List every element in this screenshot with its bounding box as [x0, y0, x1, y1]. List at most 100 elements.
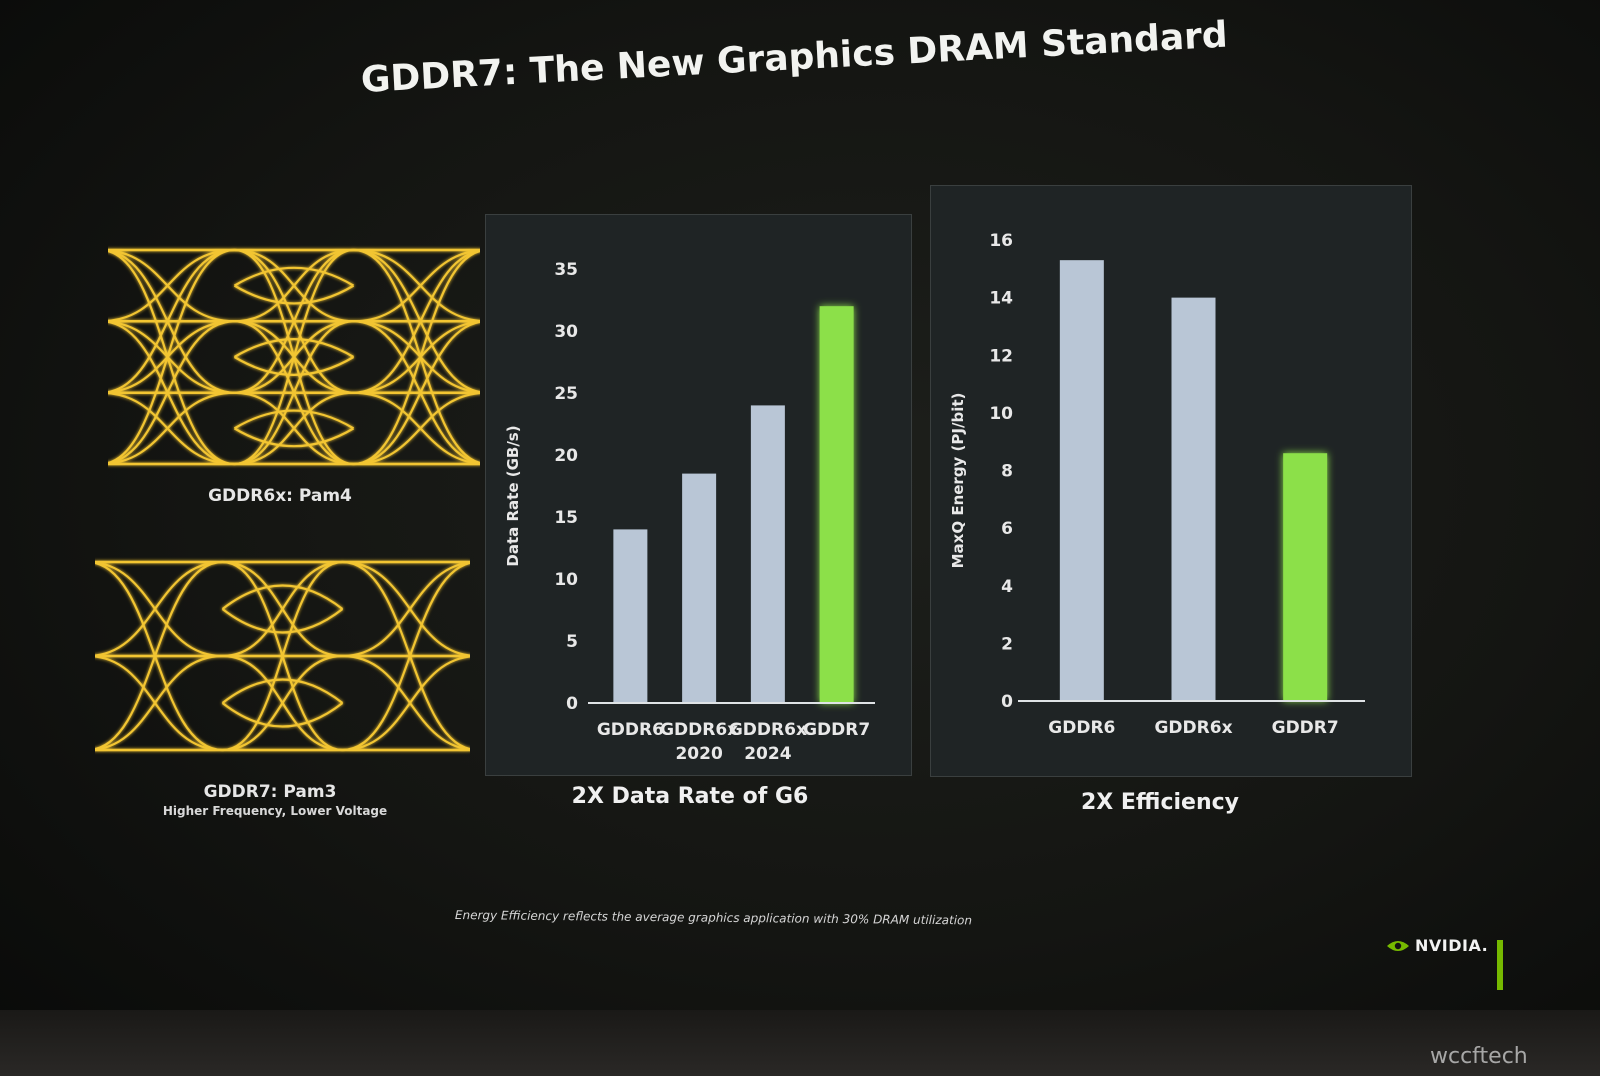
eye-transition: [100, 320, 235, 394]
eye-transition: [100, 320, 235, 394]
eye-transition: [100, 320, 235, 466]
eye-transition: [353, 248, 488, 323]
nvidia-eye-icon: [1387, 940, 1409, 951]
y-tick-label: 35: [554, 260, 578, 280]
x-tick-label: GDDR6: [1048, 718, 1115, 738]
bar-gddr6x-2024: [750, 405, 785, 703]
brand-text: NVIDIA.: [1415, 936, 1489, 955]
bar-gddr7: [819, 306, 854, 703]
floor: [0, 1010, 1600, 1076]
y-tick-label: 4: [1001, 577, 1013, 597]
eye-transition: [234, 248, 354, 394]
y-tick-label: 8: [1001, 462, 1013, 482]
y-axis-label: Data Rate (GB/s): [504, 425, 522, 566]
eye-transition: [100, 391, 235, 466]
pam3-label: GDDR7: Pam3: [203, 782, 337, 802]
x-tick-label: GDDR6: [597, 720, 664, 740]
y-tick-label: 0: [1001, 692, 1013, 712]
eye-transition: [353, 320, 488, 394]
y-tick-label: 15: [554, 508, 578, 528]
eye-transition: [87, 654, 223, 752]
footnote: Energy Efficiency reflects the average g…: [454, 908, 973, 928]
y-tick-label: 25: [554, 384, 578, 404]
eye-transition: [353, 248, 488, 394]
efficiency-chart: 0 2 4 6 8 10 12 14 16 MaxQ Energy (PJ/bit) GDDR6 GD…: [949, 231, 1365, 738]
eye-transition: [222, 654, 343, 752]
eye-transition: [342, 654, 478, 752]
x-tick-label: GDDR6x: [1154, 718, 1232, 738]
watermark: wccftech: [1430, 1044, 1528, 1069]
y-tick-label: 14: [989, 289, 1013, 309]
y-tick-label: 10: [554, 570, 578, 590]
eye-transition: [234, 248, 354, 466]
eye-transition: [342, 560, 478, 658]
x-tick-label: 2020: [675, 744, 722, 764]
eye-arc: [233, 266, 355, 287]
eye-transition: [87, 654, 223, 752]
data-rate-caption: 2X Data Rate of G6: [571, 784, 809, 809]
brand-accent-bar: [1497, 940, 1503, 990]
bar-gddr6x-2020: [682, 473, 717, 703]
y-tick-label: 10: [989, 404, 1013, 424]
y-tick-label: 30: [554, 322, 578, 342]
eye-arc: [221, 608, 344, 634]
y-tick-label: 5: [566, 632, 578, 652]
x-tick-label: GDDR7: [1272, 718, 1339, 738]
y-tick-label: 16: [989, 231, 1013, 251]
pam3-sublabel: Higher Frequency, Lower Voltage: [162, 804, 388, 818]
eye-transition: [353, 320, 488, 466]
eye-transition: [100, 391, 235, 466]
eye-transition: [342, 560, 478, 752]
x-tick-label: 2024: [744, 744, 791, 764]
eye-transition: [353, 320, 488, 394]
pam3-eye-diagram: [87, 556, 478, 756]
eye-transition: [222, 560, 343, 752]
y-axis-label: MaxQ Energy (PJ/bit): [949, 393, 967, 569]
eye-transition: [353, 391, 488, 466]
eye-arc: [233, 409, 355, 430]
y-tick-label: 6: [1001, 519, 1013, 539]
eye-transition: [353, 248, 488, 323]
slide-title: GDDR7: The New Graphics DRAM Standard: [360, 14, 1229, 101]
eye-arc: [233, 427, 355, 448]
eye-transition: [87, 560, 223, 752]
nvidia-logo: NVIDIA.: [1385, 936, 1488, 955]
efficiency-caption: 2X Efficiency: [1080, 790, 1240, 815]
eye-transition: [100, 248, 235, 323]
eye-transition: [87, 560, 223, 658]
bar-gddr7: [1283, 453, 1328, 701]
eye-transition: [342, 560, 478, 658]
eye-arc: [221, 702, 344, 728]
bar-gddr6: [1059, 260, 1104, 701]
pam4-eye-diagram: [100, 244, 488, 470]
x-tick-label: GDDR6x: [729, 720, 807, 740]
eye-arc: [233, 356, 355, 376]
eye-transition: [87, 560, 223, 658]
eye-arc: [221, 584, 344, 610]
bar-gddr6: [613, 529, 648, 703]
eye-transition: [234, 248, 354, 323]
y-tick-label: 2: [1001, 634, 1013, 654]
pam3-traces: [87, 560, 478, 752]
eye-arc: [233, 338, 355, 358]
y-tick-label: 0: [566, 694, 578, 714]
x-tick-label: GDDR6x: [660, 720, 738, 740]
eye-transition: [342, 654, 478, 752]
eye-transition: [222, 560, 343, 658]
data-rate-chart-panel: 0 5 10 15 20 25 30 35 Data Rate (GB/s) GDDR6 GDDR6…: [485, 214, 912, 776]
eye-arc: [233, 284, 355, 305]
eye-transition: [234, 320, 354, 466]
eye-arc: [221, 678, 344, 704]
eye-transition: [100, 248, 235, 466]
eye-transition: [234, 391, 354, 466]
pam4-traces: [100, 248, 488, 466]
x-tick-label: GDDR7: [803, 720, 870, 740]
eye-transition: [353, 391, 488, 466]
bar-gddr6x: [1171, 297, 1216, 701]
y-tick-label: 20: [554, 446, 578, 466]
y-tick-label: 12: [989, 346, 1013, 366]
eye-transition: [100, 248, 235, 394]
eye-transition: [353, 248, 488, 466]
